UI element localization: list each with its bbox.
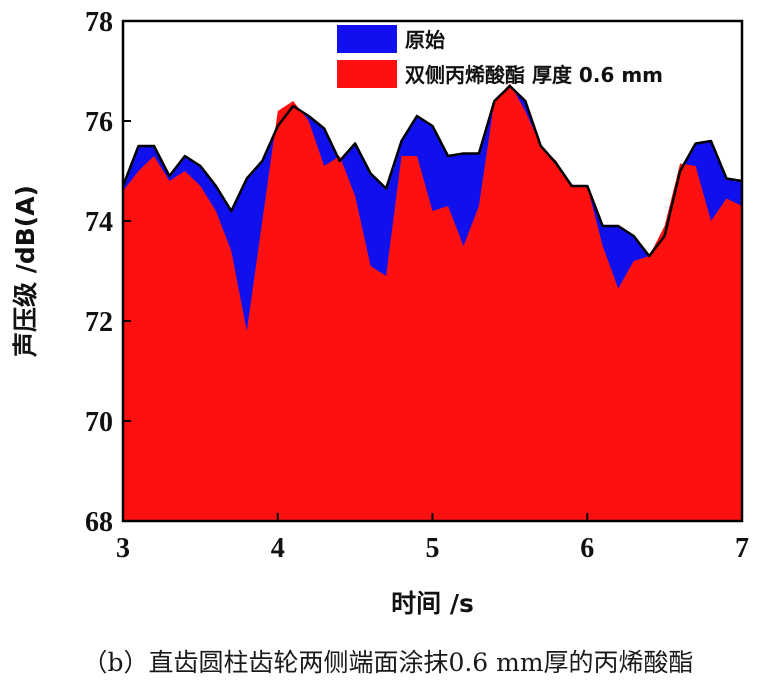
x-tick-label: 6: [580, 533, 594, 564]
series-1-line: [121, 84, 743, 258]
y-tick-label: 74: [85, 207, 113, 238]
y-tick-label: 68: [85, 507, 113, 538]
x-tick-label: 3: [116, 533, 130, 564]
legend-label: 原始: [405, 28, 445, 52]
y-axis-title: 声压级 /dB(A): [11, 185, 40, 357]
series-outline: [121, 84, 743, 258]
x-tick-label: 5: [426, 533, 440, 564]
y-tick-label: 70: [85, 407, 113, 438]
y-tick-label: 76: [85, 107, 113, 138]
y-tick-label: 72: [85, 307, 113, 338]
area-series-2: [123, 83, 742, 521]
legend-swatch: [337, 25, 397, 53]
legend-label: 双侧丙烯酸酯 厚度 0.6 mm: [405, 63, 663, 87]
axis-ticks: 3 4 5 6 7 68 70 72 74 76 78: [85, 7, 749, 564]
x-tick-label: 7: [735, 533, 749, 564]
x-tick-label: 4: [271, 533, 285, 564]
figure-caption: （b）直齿圆柱齿轮两侧端面涂抹0.6 mm厚的丙烯酸酯: [82, 648, 694, 677]
legend-swatch: [337, 60, 397, 88]
y-tick-label: 78: [85, 7, 113, 38]
plot-areas: [123, 83, 742, 521]
x-axis-title: 时间 /s: [391, 589, 474, 618]
